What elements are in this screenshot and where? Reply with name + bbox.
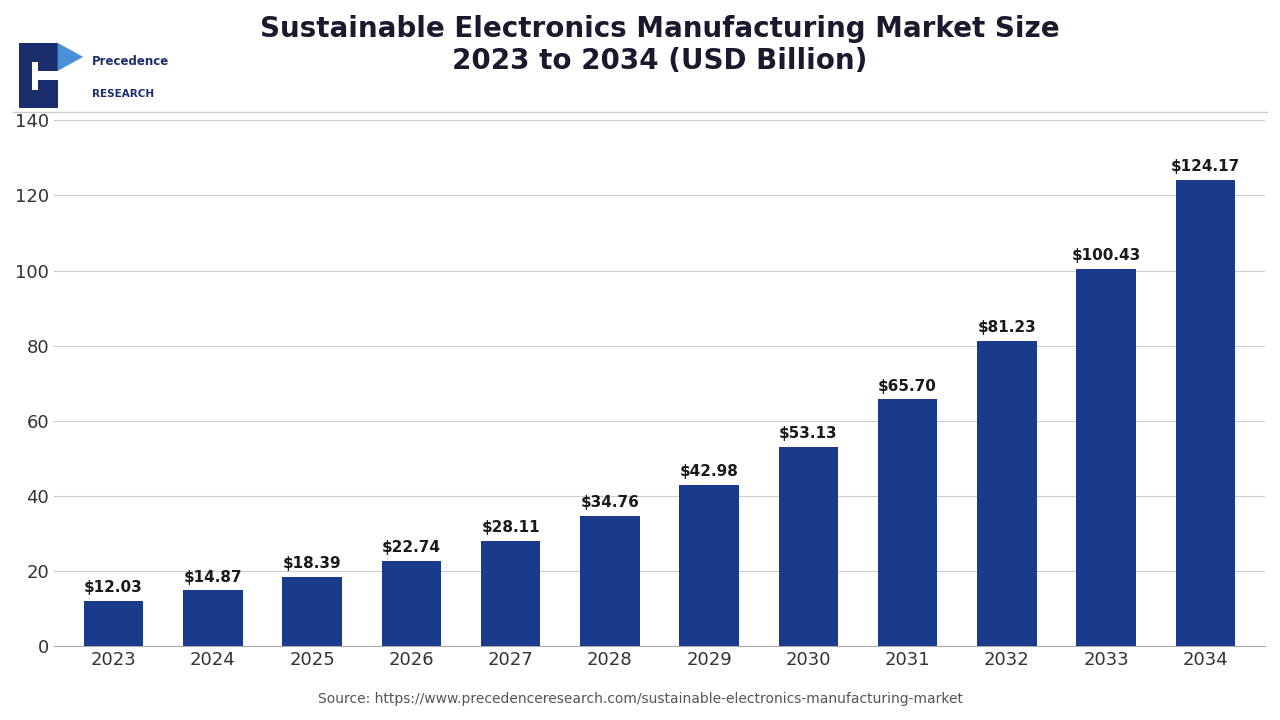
Bar (481, 541, 540, 646)
Text: $14.87: $14.87 (183, 570, 242, 585)
Bar (977, 341, 1037, 646)
Text: Precedence: Precedence (92, 55, 169, 68)
Bar (83, 601, 143, 646)
Bar (183, 590, 243, 646)
Bar (283, 577, 342, 646)
Bar (1175, 180, 1235, 646)
Text: RESEARCH: RESEARCH (92, 89, 155, 99)
Polygon shape (19, 43, 58, 108)
Text: $124.17: $124.17 (1171, 159, 1240, 174)
Title: Sustainable Electronics Manufacturing Market Size
2023 to 2034 (USD Billion): Sustainable Electronics Manufacturing Ma… (260, 15, 1060, 76)
Text: $12.03: $12.03 (84, 580, 143, 595)
Text: $65.70: $65.70 (878, 379, 937, 394)
Bar (381, 561, 442, 646)
Text: $81.23: $81.23 (978, 320, 1037, 336)
Bar (680, 485, 739, 646)
Polygon shape (58, 43, 83, 71)
Bar (1076, 269, 1135, 646)
Text: $100.43: $100.43 (1071, 248, 1140, 264)
Text: $42.98: $42.98 (680, 464, 739, 479)
Bar (778, 446, 838, 646)
Text: $22.74: $22.74 (381, 540, 440, 555)
Text: Source: https://www.precedenceresearch.com/sustainable-electronics-manufacturing: Source: https://www.precedenceresearch.c… (317, 692, 963, 706)
Text: $34.76: $34.76 (580, 495, 639, 510)
Text: $28.11: $28.11 (481, 520, 540, 535)
Text: $18.39: $18.39 (283, 557, 342, 572)
Bar (878, 400, 937, 646)
Bar (580, 516, 640, 646)
Text: $53.13: $53.13 (780, 426, 837, 441)
